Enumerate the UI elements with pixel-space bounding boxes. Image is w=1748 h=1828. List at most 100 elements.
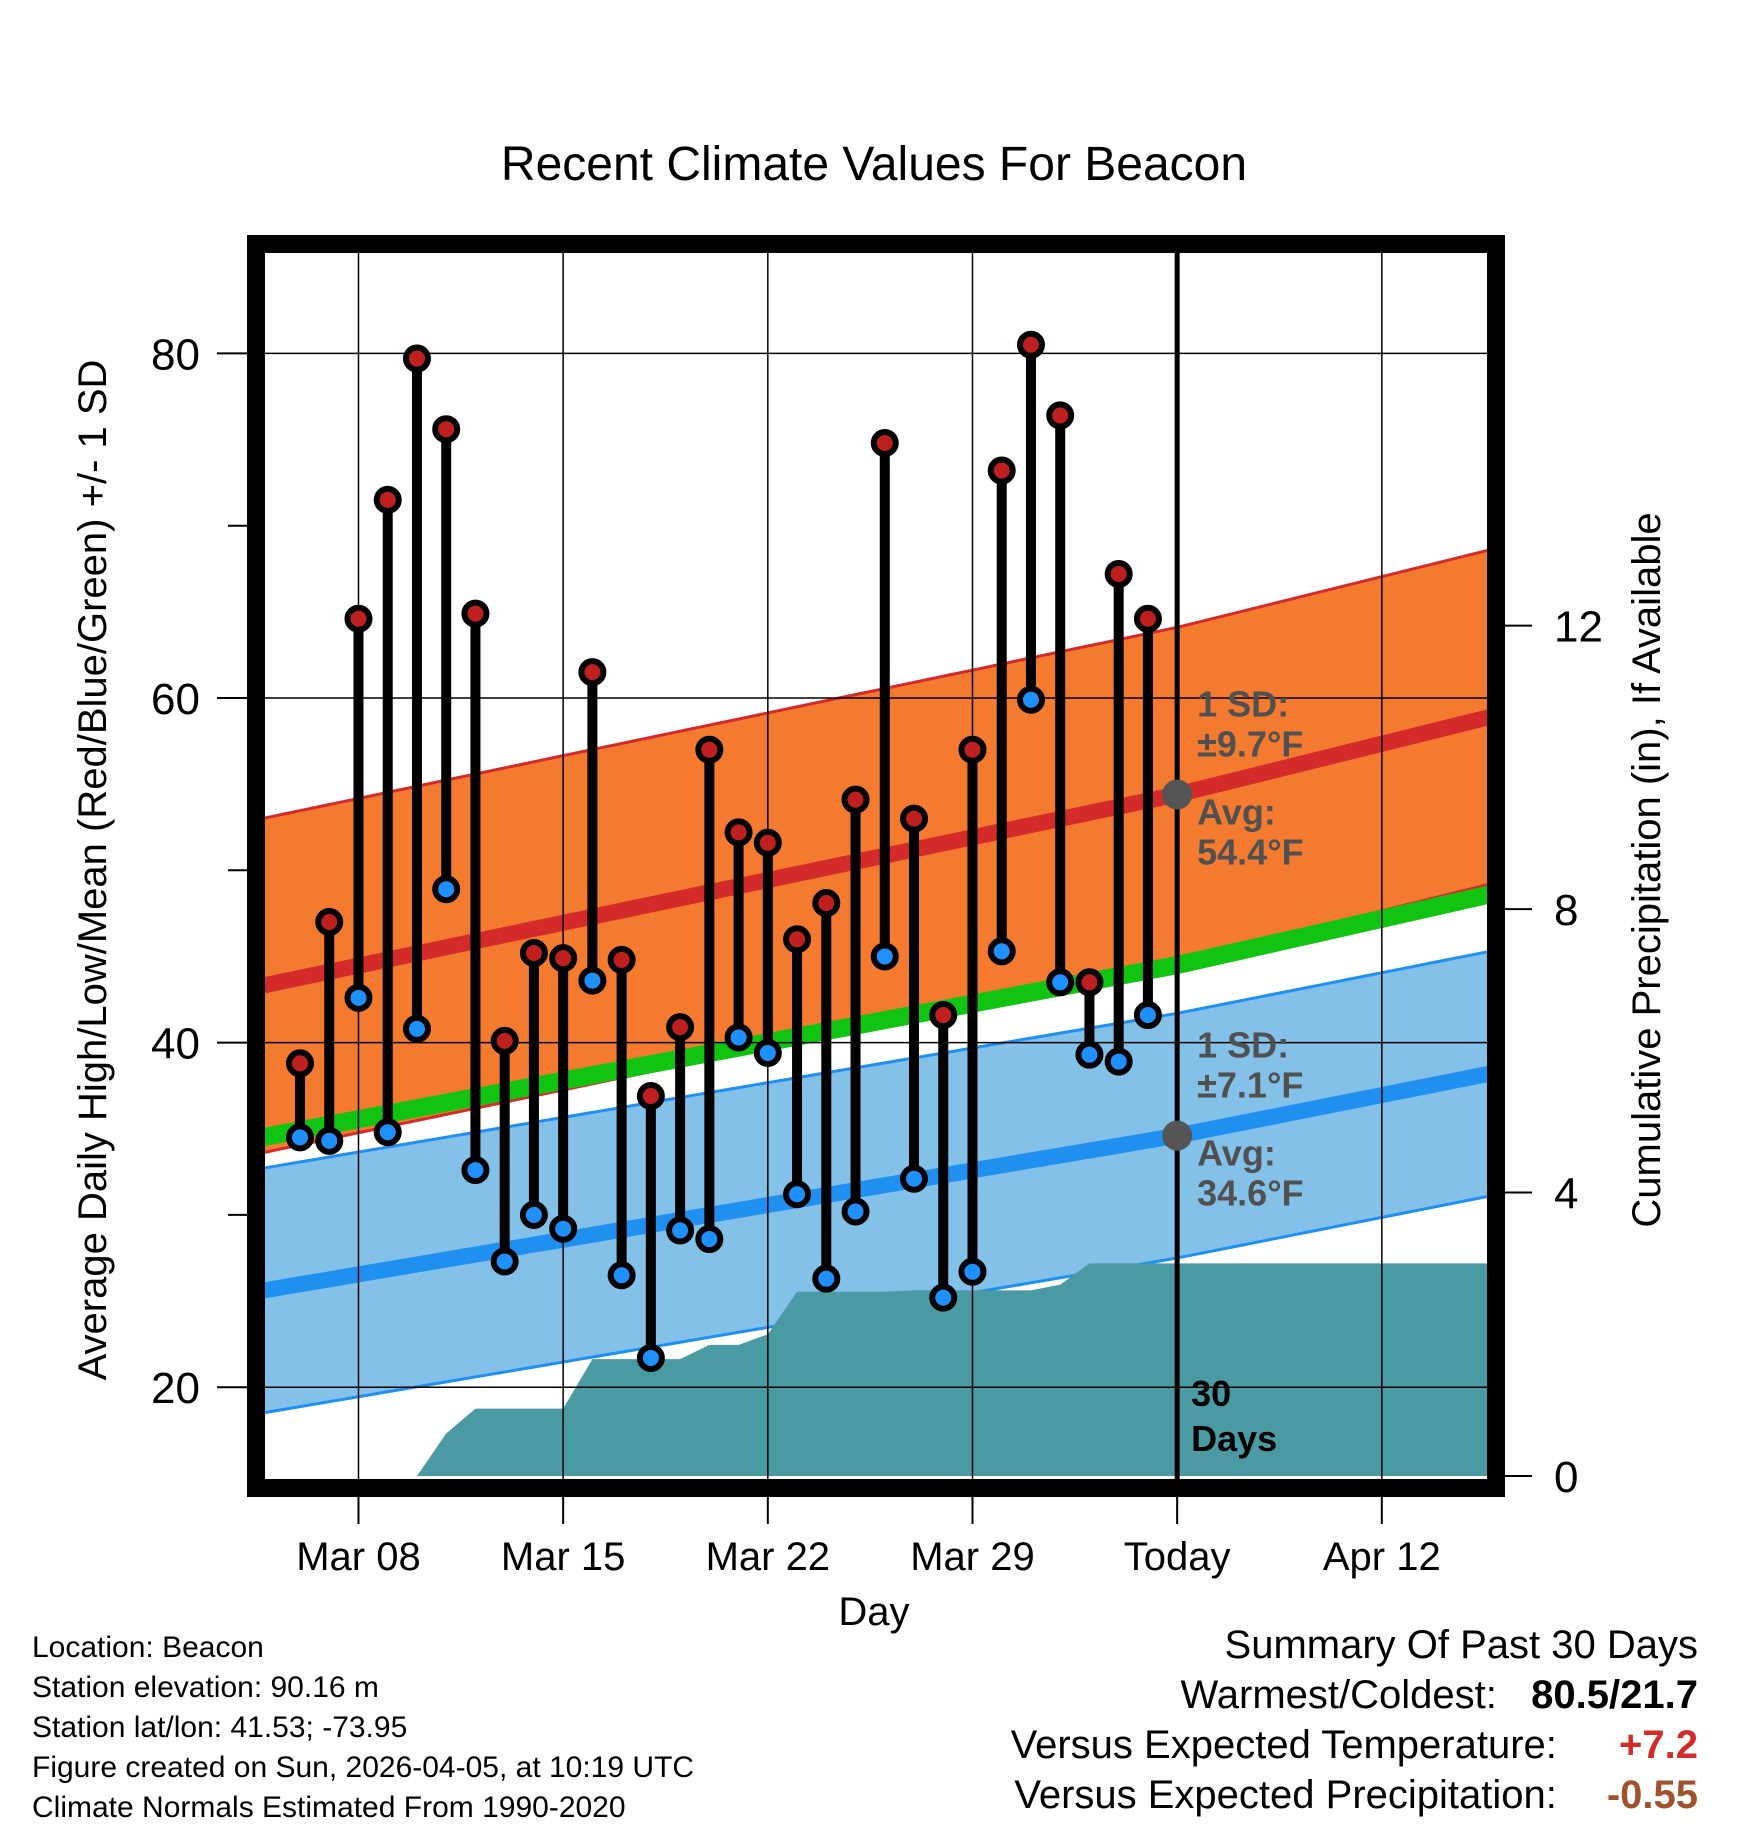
obs-high-point	[1075, 968, 1104, 997]
station-info: Location: Beacon Station elevation: 90.1…	[32, 1628, 694, 1828]
created-text: Figure created on Sun, 2026-04-05, at 10…	[32, 1751, 695, 1784]
elevation-text: Station elevation: 90.16 m	[32, 1671, 379, 1704]
obs-low-point	[1046, 968, 1075, 997]
obs-low-point	[519, 1200, 548, 1229]
obs-high-point	[578, 658, 607, 687]
obs-low-point	[666, 1216, 695, 1245]
obs-high-point	[1104, 559, 1133, 588]
warm-cold-value: 80.5/21.7	[1531, 1673, 1698, 1717]
obs-low-point	[402, 1014, 431, 1043]
obs-high-point	[549, 944, 578, 973]
obs-low-point	[870, 942, 899, 971]
normals-text: Climate Normals Estimated From 1990-2020	[32, 1791, 626, 1824]
obs-low-point	[958, 1257, 987, 1286]
obs-low-point	[373, 1118, 402, 1147]
obs-high-point	[519, 939, 548, 968]
obs-high-point	[315, 908, 344, 936]
x-tick-label: Mar 08	[296, 1535, 421, 1579]
axes: 20 40 60 80 0 4 8 12 Mar 08 Mar 15 Mar 22 Mar 29 Tod…	[151, 235, 1603, 1579]
obs-high-point	[666, 1013, 695, 1042]
obs-low-point	[987, 937, 1016, 966]
obs-low-point	[607, 1261, 636, 1290]
y-tick-label: 80	[151, 330, 200, 379]
chart-title: Recent Climate Values For Beacon	[501, 138, 1247, 191]
obs-low-point	[432, 875, 461, 904]
obs-low-point	[695, 1225, 724, 1254]
obs-high-point	[987, 456, 1016, 485]
mean-normal-line	[262, 885, 1490, 1147]
obs-low-point	[549, 1214, 578, 1243]
warm-cold-label: Warmest/Coldest:	[1180, 1673, 1497, 1717]
obs-low-point	[1016, 685, 1045, 714]
obs-high-point	[373, 485, 402, 514]
obs-high-point	[490, 1026, 519, 1055]
obs-low-point	[636, 1343, 665, 1372]
summary-panel: Summary Of Past 30 Days Warmest/Coldest:…	[1011, 1620, 1698, 1820]
obs-high-point	[958, 735, 987, 764]
high-avg-value: 54.4°F	[1197, 831, 1303, 872]
obs-high-point	[432, 415, 461, 444]
obs-high-point	[1046, 401, 1075, 430]
low-sd-band-upper-edge	[262, 949, 1490, 1170]
days-word: Days	[1191, 1418, 1277, 1459]
obs-low-point	[1104, 1047, 1133, 1076]
high-avg-label: Avg:	[1197, 791, 1276, 832]
low-sd-value: ±7.1°F	[1197, 1065, 1303, 1106]
obs-high-point	[1016, 330, 1045, 359]
plot-frame	[247, 235, 1505, 1497]
obs-low-point	[286, 1123, 315, 1152]
obs-high-point	[344, 604, 373, 633]
precip-tick-label: 12	[1554, 603, 1603, 652]
high-sd-band-upper-edge	[262, 548, 1490, 821]
obs-low-point	[929, 1283, 958, 1312]
high-sd-value: ±9.7°F	[1197, 723, 1303, 764]
obs-high-point	[607, 945, 636, 974]
temp-label: Versus Expected Temperature:	[1010, 1723, 1557, 1767]
x-tick-label: Mar 22	[706, 1535, 831, 1579]
obs-low-point	[344, 983, 373, 1012]
obs-high-point	[870, 428, 899, 457]
obs-high-point	[783, 925, 812, 954]
obs-low-point	[461, 1156, 490, 1185]
precip-tick-label: 4	[1554, 1170, 1578, 1219]
obs-low-point	[1133, 1001, 1162, 1030]
days-count: 30	[1191, 1373, 1231, 1414]
plot-area	[262, 250, 1490, 1482]
summary-title: Summary Of Past 30 Days	[1224, 1623, 1698, 1667]
precip-tick-label: 0	[1554, 1453, 1578, 1502]
obs-high-point	[724, 818, 753, 847]
high-sd-label: 1 SD:	[1197, 683, 1289, 724]
y-tick-label: 20	[151, 1364, 200, 1413]
obs-high-point	[695, 735, 724, 764]
obs-low-point	[753, 1038, 782, 1067]
y-axis-label-right: Cumulative Precipitation (in), If Availa…	[1625, 512, 1669, 1227]
obs-low-point	[812, 1264, 841, 1293]
low-avg-value: 34.6°F	[1197, 1173, 1303, 1214]
summary-temp: Versus Expected Temperature: +7.2	[1011, 1720, 1698, 1770]
obs-high-point	[1133, 604, 1162, 633]
high-normal-line	[262, 709, 1490, 994]
today-high-marker	[1162, 779, 1193, 810]
low-avg-label: Avg:	[1197, 1133, 1276, 1174]
obs-high-point	[900, 804, 929, 833]
low-sd-label: 1 SD:	[1197, 1025, 1289, 1066]
obs-high-point	[753, 828, 782, 857]
x-tick-label: Mar 29	[910, 1535, 1035, 1579]
today-low-marker	[1162, 1120, 1193, 1151]
x-tick-label: Today	[1124, 1535, 1231, 1579]
obs-high-point	[402, 344, 431, 373]
obs-low-point	[578, 966, 607, 995]
x-axis-label: Day	[838, 1590, 909, 1634]
x-tick-label: Apr 12	[1323, 1535, 1441, 1579]
summary-warm-cold: Warmest/Coldest: 80.5/21.7	[1011, 1670, 1699, 1720]
obs-low-point	[783, 1180, 812, 1209]
summary-precip: Versus Expected Precipitation: -0.55	[1011, 1770, 1698, 1820]
low-normal-line	[262, 1065, 1490, 1299]
obs-low-point	[724, 1023, 753, 1052]
latlon-text: Station lat/lon: 41.53; -73.95	[32, 1711, 408, 1744]
obs-high-point	[461, 599, 490, 628]
obs-low-point	[315, 1126, 344, 1155]
obs-low-point	[1075, 1040, 1104, 1069]
x-tick-label: Mar 15	[501, 1535, 626, 1579]
